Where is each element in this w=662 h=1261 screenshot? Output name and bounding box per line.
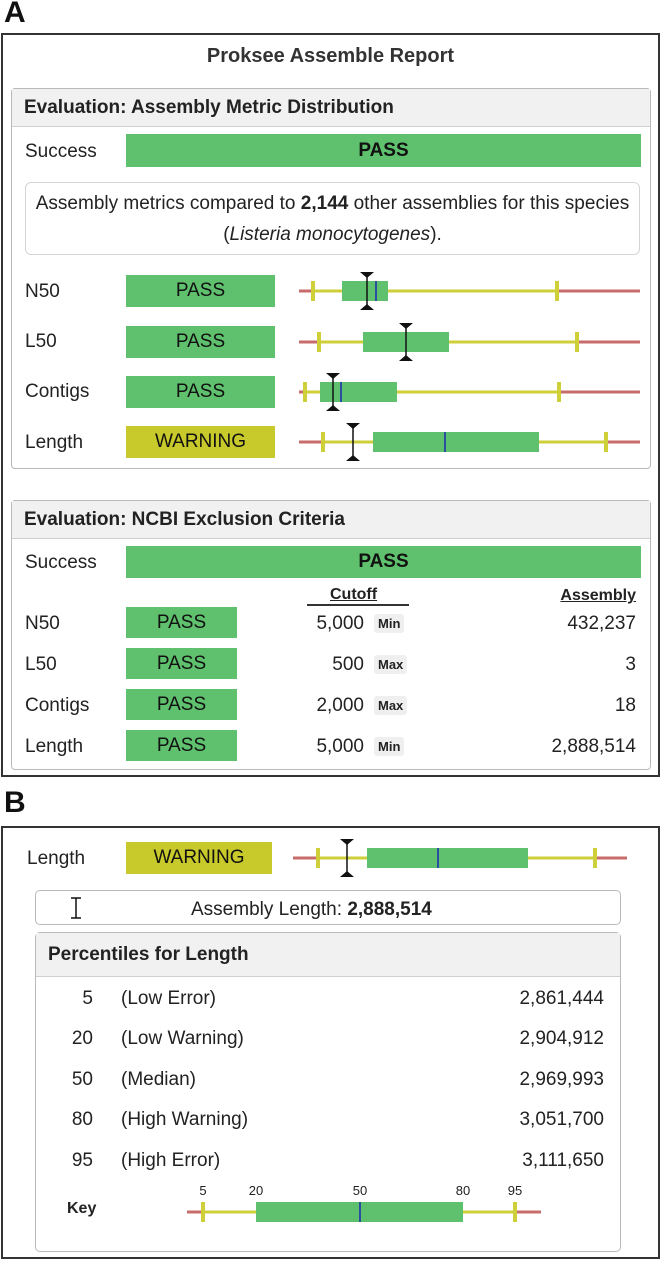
ncbi-overall-status-badge: PASS: [126, 546, 641, 578]
key-tick-50: 50: [353, 1183, 367, 1198]
percentile-value-50: 2,969,993: [519, 1069, 604, 1090]
ncbi-section: Evaluation: NCBI Exclusion Criteria: [11, 500, 651, 770]
ncbi-assembly-length: 2,888,514: [551, 736, 636, 757]
percentile-5: 5: [82, 988, 93, 1009]
panel-label-b: B: [4, 786, 26, 819]
ncbi-status-contigs: PASS: [126, 689, 237, 720]
percentile-desc-95: (High Error): [121, 1150, 221, 1171]
percentile-50: 50: [71, 1069, 93, 1090]
percentile-value-95: 3,111,650: [522, 1150, 604, 1171]
percentiles-heading: Percentiles for Length: [36, 933, 620, 977]
key-tick-80: 80: [456, 1183, 470, 1198]
metric-label-contigs: Contigs: [25, 381, 90, 402]
comparison-count: 2,144: [300, 193, 349, 214]
assembly-marker-icon: [326, 373, 340, 411]
ncbi-assembly-l50: 3: [625, 654, 636, 675]
ncbi-success-label: Success: [25, 552, 97, 573]
ncbi-label-length: Length: [25, 736, 84, 757]
percentile-value-80: 3,051,700: [519, 1109, 604, 1130]
ncbi-type-length: Min: [374, 737, 405, 756]
distribution-bar-l50[interactable]: [295, 322, 647, 362]
percentile-value-5: 2,861,444: [519, 988, 604, 1009]
ncbi-type-contigs: Max: [374, 696, 408, 715]
report-panel: Proksee Assemble Report Evaluation: Asse…: [1, 33, 660, 777]
success-label: Success: [25, 141, 97, 162]
percentile-value-20: 2,904,912: [519, 1028, 604, 1049]
ncbi-status-n50: PASS: [126, 607, 237, 638]
assembly-length-text: Assembly Length: 2,888,514: [191, 899, 432, 920]
key-tick-5: 5: [199, 1183, 206, 1198]
ncbi-type-n50: Min: [374, 614, 405, 633]
report-title: Proksee Assemble Report: [206, 45, 455, 67]
percentile-desc-50: (Median): [121, 1069, 196, 1090]
percentile-20: 20: [71, 1028, 93, 1049]
ncbi-status-length: PASS: [126, 730, 237, 761]
overall-status-badge: PASS: [126, 134, 641, 167]
ncbi-label-contigs: Contigs: [25, 695, 90, 716]
ncbi-cutoff-length: 5,000: [316, 736, 364, 757]
distribution-bar-n50[interactable]: [295, 271, 647, 311]
assembly-marker-icon: [346, 423, 360, 461]
metric-status-length: WARNING: [126, 426, 275, 458]
detail-row-label: Length: [27, 848, 86, 869]
metric-status-n50: PASS: [126, 275, 275, 307]
ncbi-type-l50: Max: [374, 655, 408, 674]
metric-label-length: Length: [25, 432, 84, 453]
ncbi-assembly-contigs: 18: [614, 695, 636, 716]
assembly-marker-icon: [340, 839, 354, 877]
distribution-bar-length[interactable]: [295, 422, 647, 462]
ncbi-status-l50: PASS: [126, 648, 237, 679]
cutoff-column-header: Cutoff: [330, 586, 378, 603]
assembly-column-header: Assembly: [560, 587, 636, 604]
percentile-desc-80: (High Warning): [121, 1109, 249, 1130]
ncbi-cutoff-l50: 500: [332, 654, 364, 675]
key-tick-20: 20: [249, 1183, 263, 1198]
detail-distribution-bar[interactable]: [289, 838, 634, 878]
assembly-marker-icon: [360, 272, 374, 310]
panel-label-a: A: [4, 0, 26, 29]
cutoff-underline: [307, 604, 409, 606]
assembly-length-box: [35, 890, 621, 925]
distribution-bar-contigs[interactable]: [295, 372, 647, 412]
ncbi-cutoff-n50: 5,000: [316, 613, 364, 634]
percentile-80: 80: [71, 1109, 93, 1130]
detail-row-status: WARNING: [126, 842, 272, 874]
metric-status-contigs: PASS: [126, 376, 275, 408]
detail-panel: Length WARNING Assembly Length: 2,888,51…: [1, 826, 660, 1259]
percentile-desc-20: (Low Warning): [121, 1028, 244, 1049]
percentile-key-bar: 5 20 50 80 95: [187, 1183, 541, 1222]
ncbi-cutoff-contigs: 2,000: [316, 695, 364, 716]
metric-label-n50: N50: [25, 281, 60, 302]
key-tick-95: 95: [508, 1183, 522, 1198]
metric-status-l50: PASS: [126, 326, 275, 358]
ncbi-heading: Evaluation: NCBI Exclusion Criteria: [12, 501, 650, 539]
percentiles-section: Percentiles for Length: [35, 932, 621, 1252]
percentile-desc-5: (Low Error): [121, 988, 217, 1009]
distribution-heading: Evaluation: Assembly Metric Distribution: [12, 89, 650, 127]
comparison-note: Assembly metrics compared to 2,144 other…: [25, 182, 640, 255]
assembly-length-value: 2,888,514: [347, 899, 432, 920]
assembly-marker-icon: [399, 323, 413, 361]
metric-label-l50: L50: [25, 331, 57, 352]
ncbi-label-l50: L50: [25, 654, 57, 675]
ncbi-label-n50: N50: [25, 613, 60, 634]
key-label: Key: [67, 1200, 97, 1217]
species-name: Listeria monocytogenes: [229, 224, 431, 245]
i-beam-marker-icon: [71, 897, 81, 919]
percentile-95: 95: [71, 1150, 93, 1171]
ncbi-assembly-n50: 432,237: [567, 613, 636, 634]
